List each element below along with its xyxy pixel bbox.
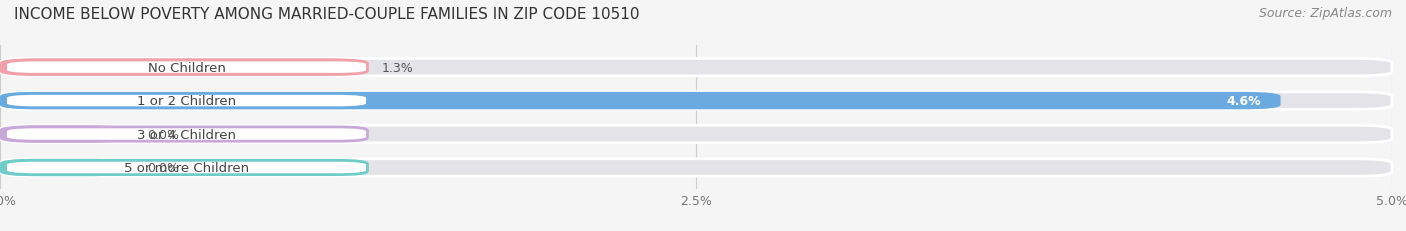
Text: 0.0%: 0.0% (148, 161, 180, 174)
FancyBboxPatch shape (0, 92, 1392, 110)
Text: 1 or 2 Children: 1 or 2 Children (136, 95, 236, 108)
FancyBboxPatch shape (0, 159, 1392, 176)
FancyBboxPatch shape (0, 126, 1392, 143)
Text: 4.6%: 4.6% (1226, 95, 1261, 108)
Text: Source: ZipAtlas.com: Source: ZipAtlas.com (1258, 7, 1392, 20)
FancyBboxPatch shape (0, 92, 1281, 110)
FancyBboxPatch shape (6, 127, 367, 142)
Text: 3 or 4 Children: 3 or 4 Children (136, 128, 236, 141)
FancyBboxPatch shape (6, 61, 367, 75)
FancyBboxPatch shape (0, 159, 125, 176)
Text: 1.3%: 1.3% (381, 61, 413, 74)
FancyBboxPatch shape (0, 126, 125, 143)
Text: 5 or more Children: 5 or more Children (124, 161, 249, 174)
Text: 0.0%: 0.0% (148, 128, 180, 141)
FancyBboxPatch shape (0, 59, 1392, 76)
FancyBboxPatch shape (6, 161, 367, 175)
FancyBboxPatch shape (0, 59, 361, 76)
Text: INCOME BELOW POVERTY AMONG MARRIED-COUPLE FAMILIES IN ZIP CODE 10510: INCOME BELOW POVERTY AMONG MARRIED-COUPL… (14, 7, 640, 22)
FancyBboxPatch shape (6, 94, 367, 108)
Text: No Children: No Children (148, 61, 225, 74)
